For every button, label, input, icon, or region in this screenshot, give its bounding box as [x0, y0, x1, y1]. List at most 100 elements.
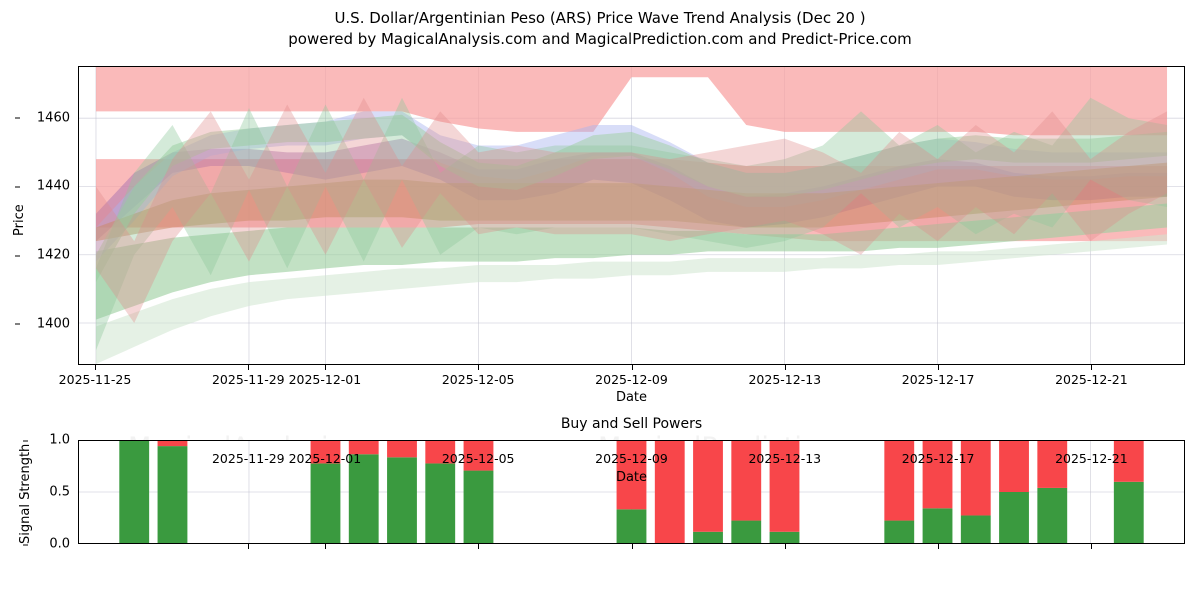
sell-power-bar: [157, 441, 188, 447]
price-plot-area: [78, 66, 1185, 365]
buy-power-bar: [387, 457, 417, 543]
power-x-tick: 2025-12-13: [748, 451, 822, 466]
tick-mark: [15, 323, 20, 325]
sell-power-bar: [693, 441, 723, 532]
sell-power-bar: [922, 441, 953, 509]
sell-power-bar: [1037, 441, 1068, 488]
buy-sell-bars-svg: [79, 441, 1184, 543]
price-x-tick: 2025-11-25: [58, 372, 132, 387]
title-line-1: U.S. Dollar/Argentinian Peso (ARS) Price…: [334, 9, 866, 27]
sell-power-bar: [348, 441, 379, 455]
tick-mark: [23, 544, 28, 545]
buy-power-bar: [348, 454, 379, 543]
tick-mark: [95, 365, 96, 370]
tick-mark: [938, 365, 940, 370]
sell-power-bar: [884, 441, 915, 521]
tick-mark: [15, 255, 20, 256]
sell-power-bar: [463, 441, 494, 471]
power-x-tick: 2025-12-17: [901, 451, 975, 466]
sell-power-bar: [999, 441, 1029, 492]
power-x-tick: 2025-12-05: [441, 451, 515, 466]
power-plot-area: [78, 440, 1185, 544]
price-x-tick: 2025-11-29: [211, 372, 285, 387]
power-x-tick: 2025-12-01: [288, 451, 362, 466]
buy-power-bar: [693, 531, 723, 543]
power-y-axis-label: Signal Strength: [18, 443, 33, 544]
tick-mark: [478, 544, 480, 549]
power-x-axis-label: Date: [615, 470, 648, 485]
price-x-tick: 2025-12-17: [901, 372, 975, 387]
buy-power-bar: [1113, 481, 1144, 543]
price-y-tick: 1400: [15, 316, 70, 331]
price-band-trend-band-green2: [95, 114, 1168, 283]
buy-power-bar: [425, 463, 456, 543]
title-line-2: powered by MagicalAnalysis.com and Magic…: [288, 30, 912, 48]
price-wave-chart: MagicalAnalysis.com MagicalPrediction.co…: [12, 66, 1185, 405]
sell-power-bar: [960, 441, 991, 516]
buy-power-bar: [999, 492, 1029, 543]
price-x-tick: 2025-12-13: [748, 372, 822, 387]
buy-sell-powers-chart: Buy and Sell Powers MagicalAnalysis.com …: [18, 416, 1185, 552]
buy-power-bar: [1037, 487, 1068, 543]
power-x-tick: 2025-12-09: [595, 451, 668, 466]
tick-mark: [248, 365, 250, 370]
price-y-tick: 1420: [15, 248, 70, 263]
sell-power-bar: [769, 441, 800, 532]
tick-mark: [938, 544, 940, 549]
power-chart-title: Buy and Sell Powers: [560, 416, 703, 432]
power-y-tick: 0.0: [23, 537, 70, 552]
price-band-zigzag-overlay-green: [95, 97, 1168, 351]
tick-mark: [478, 365, 480, 370]
sell-power-bar: [310, 441, 341, 464]
tick-mark: [324, 365, 326, 370]
sell-power-bar: [616, 441, 647, 510]
buy-power-bar: [960, 515, 991, 543]
tick-mark: [631, 365, 633, 370]
sell-power-bar: [731, 441, 762, 521]
power-y-tick: 0.5: [23, 485, 70, 500]
page-title: U.S. Dollar/Argentinian Peso (ARS) Price…: [0, 8, 1200, 50]
price-x-axis-label: Date: [615, 390, 648, 405]
price-x-tick: 2025-12-05: [441, 372, 515, 387]
price-x-tick: 2025-12-09: [595, 372, 668, 387]
price-band-upper-resistance-band: [95, 67, 1168, 136]
price-x-tick: 2025-12-21: [1055, 372, 1128, 387]
tick-mark: [784, 544, 786, 549]
buy-power-bar: [884, 520, 915, 543]
tick-mark: [1091, 365, 1093, 370]
price-x-tick: 2025-12-01: [288, 372, 362, 387]
price-y-axis-label: Price: [12, 204, 27, 236]
price-wave-svg: [79, 67, 1184, 364]
tick-mark: [15, 186, 20, 188]
sell-power-bar: [425, 441, 456, 464]
sell-power-bar: [387, 441, 417, 458]
buy-power-bar: [310, 463, 341, 543]
price-y-tick: 1460: [15, 110, 70, 125]
buy-power-bar: [119, 441, 150, 543]
tick-mark: [15, 117, 20, 119]
price-band-trend-band-brown: [95, 162, 1168, 242]
buy-power-bar: [769, 531, 800, 543]
buy-power-bar: [731, 520, 762, 543]
tick-mark: [248, 544, 250, 549]
power-x-tick: 2025-11-29: [211, 451, 285, 466]
buy-power-bar: [616, 509, 647, 543]
buy-power-bar: [157, 446, 188, 543]
tick-mark: [324, 544, 326, 549]
buy-power-bar: [922, 508, 953, 543]
tick-mark: [784, 365, 786, 370]
price-band-lower-faint-band: [95, 234, 1168, 364]
tick-mark: [23, 440, 28, 441]
price-band-zigzag-overlay-red: [95, 97, 1168, 324]
tick-mark: [1091, 544, 1093, 549]
power-x-tick: 2025-12-21: [1055, 451, 1128, 466]
tick-mark: [23, 492, 28, 493]
sell-power-bar: [654, 441, 685, 543]
price-y-tick: 1440: [15, 179, 70, 194]
sell-power-bar: [1113, 441, 1144, 482]
power-y-tick: 1.0: [23, 433, 70, 448]
price-band-support-band-green: [95, 203, 1168, 320]
tick-mark: [631, 544, 633, 549]
price-band-trend-band-purple: [95, 138, 1168, 242]
